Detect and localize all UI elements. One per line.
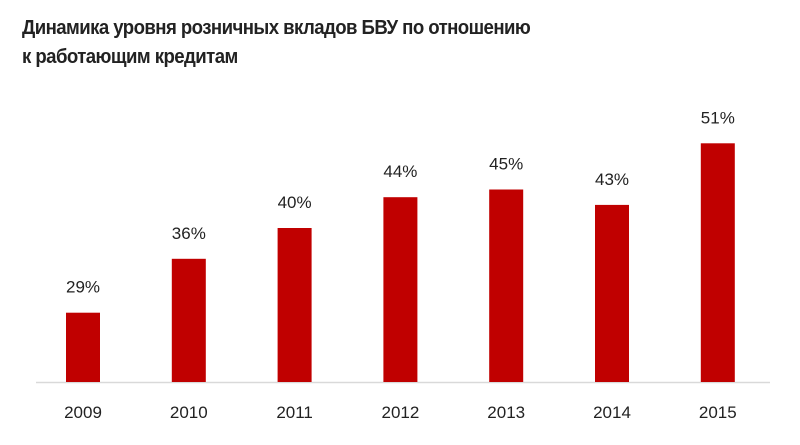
- bar-2010: [171, 258, 206, 382]
- bar-2012: [383, 197, 418, 382]
- bar-2013: [489, 189, 524, 382]
- data-label-2010: 36%: [172, 224, 206, 243]
- x-tick-label-2010: 2010: [170, 403, 208, 422]
- x-tick-label-2015: 2015: [699, 403, 737, 422]
- chart-title-line-2: к работающим кредитам: [22, 46, 238, 68]
- bar-2009: [66, 312, 100, 382]
- data-label-2014: 43%: [595, 170, 629, 189]
- data-label-2013: 45%: [489, 155, 523, 174]
- x-tick-label-2014: 2014: [593, 403, 631, 422]
- x-tick-label-2013: 2013: [487, 403, 525, 422]
- data-label-2015: 51%: [701, 108, 735, 127]
- bar-2014: [595, 204, 629, 382]
- x-tick-label-2009: 2009: [64, 403, 102, 422]
- data-label-2009: 29%: [66, 278, 100, 297]
- chart-title: Динамика уровня розничных вкладов БВУ по…: [22, 14, 531, 72]
- x-tick-label-2012: 2012: [381, 403, 419, 422]
- data-label-2012: 44%: [383, 162, 417, 181]
- chart-title-line-1: Динамика уровня розничных вкладов БВУ по…: [22, 17, 531, 39]
- bar-2011: [277, 228, 312, 382]
- x-tick-label-2011: 2011: [276, 403, 313, 422]
- bar-2015: [700, 143, 735, 382]
- data-label-2011: 40%: [278, 193, 312, 212]
